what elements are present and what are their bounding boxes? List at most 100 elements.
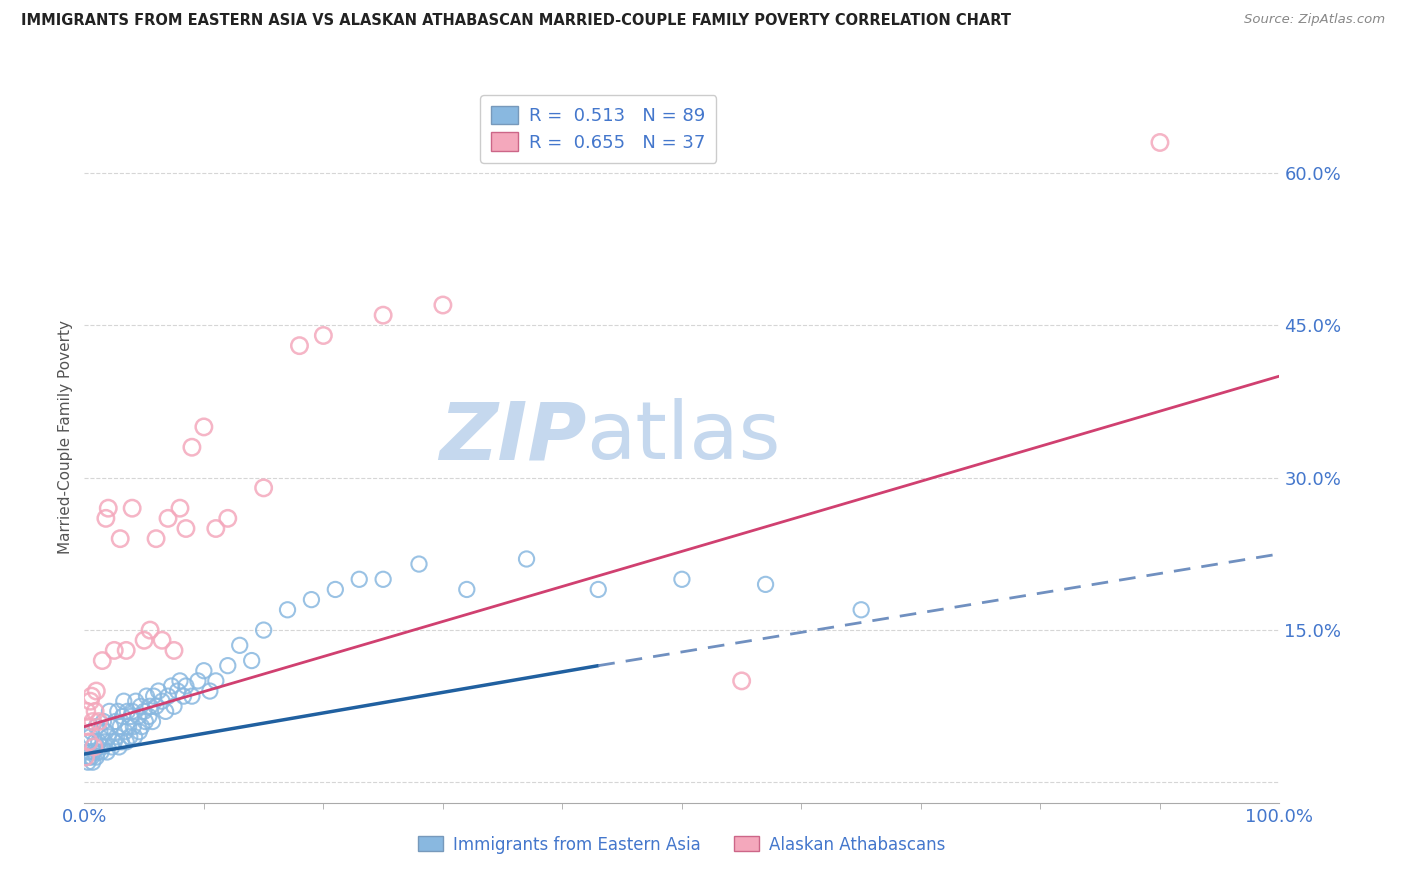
Point bbox=[87, 714, 110, 729]
Point bbox=[76, 705, 98, 719]
Point bbox=[84, 705, 107, 719]
Text: Source: ZipAtlas.com: Source: ZipAtlas.com bbox=[1244, 13, 1385, 27]
Point bbox=[86, 750, 108, 764]
Point bbox=[80, 724, 103, 739]
Point bbox=[851, 603, 873, 617]
Point bbox=[217, 658, 239, 673]
Point bbox=[77, 735, 100, 749]
Point bbox=[325, 582, 347, 597]
Point bbox=[516, 552, 538, 566]
Point bbox=[110, 532, 132, 546]
Point bbox=[114, 724, 136, 739]
Point bbox=[166, 684, 188, 698]
Point bbox=[173, 689, 195, 703]
Point bbox=[141, 714, 163, 729]
Point bbox=[110, 720, 132, 734]
Point bbox=[135, 689, 157, 703]
Point bbox=[138, 709, 160, 723]
Point bbox=[121, 705, 143, 719]
Point bbox=[103, 643, 125, 657]
Point bbox=[373, 308, 395, 322]
Point bbox=[174, 679, 197, 693]
Point bbox=[142, 689, 165, 703]
Point bbox=[456, 582, 478, 597]
Point bbox=[75, 750, 97, 764]
Point bbox=[77, 720, 100, 734]
Point bbox=[97, 730, 120, 744]
Legend: Immigrants from Eastern Asia, Alaskan Athabascans: Immigrants from Eastern Asia, Alaskan At… bbox=[412, 829, 952, 860]
Point bbox=[160, 679, 183, 693]
Point bbox=[198, 684, 221, 698]
Point bbox=[83, 745, 105, 759]
Point bbox=[94, 724, 117, 739]
Point bbox=[193, 664, 215, 678]
Point bbox=[671, 572, 693, 586]
Point bbox=[127, 709, 149, 723]
Point bbox=[432, 298, 454, 312]
Point bbox=[193, 420, 215, 434]
Point bbox=[174, 521, 197, 535]
Point bbox=[77, 750, 100, 764]
Point bbox=[79, 730, 101, 744]
Point bbox=[82, 755, 104, 769]
Point bbox=[129, 699, 152, 714]
Point bbox=[169, 501, 191, 516]
Point bbox=[117, 705, 139, 719]
Point bbox=[373, 572, 395, 586]
Point bbox=[131, 720, 153, 734]
Point bbox=[312, 328, 335, 343]
Point bbox=[90, 745, 112, 759]
Point bbox=[240, 654, 263, 668]
Point bbox=[132, 705, 156, 719]
Point bbox=[86, 720, 108, 734]
Point bbox=[163, 643, 186, 657]
Point bbox=[82, 714, 104, 729]
Point bbox=[80, 689, 103, 703]
Point bbox=[150, 694, 173, 708]
Text: IMMIGRANTS FROM EASTERN ASIA VS ALASKAN ATHABASCAN MARRIED-COUPLE FAMILY POVERTY: IMMIGRANTS FROM EASTERN ASIA VS ALASKAN … bbox=[21, 13, 1011, 29]
Point bbox=[157, 511, 180, 525]
Point bbox=[588, 582, 610, 597]
Point bbox=[731, 673, 754, 688]
Point bbox=[115, 643, 138, 657]
Point bbox=[253, 481, 276, 495]
Point bbox=[98, 705, 121, 719]
Point bbox=[157, 689, 180, 703]
Point bbox=[93, 735, 115, 749]
Text: ZIP: ZIP bbox=[439, 398, 586, 476]
Point bbox=[253, 623, 276, 637]
Point bbox=[120, 709, 142, 723]
Point bbox=[76, 745, 98, 759]
Point bbox=[100, 720, 122, 734]
Point bbox=[108, 739, 131, 754]
Point bbox=[145, 532, 167, 546]
Point bbox=[89, 724, 111, 739]
Point bbox=[91, 654, 114, 668]
Point bbox=[128, 724, 150, 739]
Point bbox=[93, 714, 115, 729]
Point bbox=[79, 694, 101, 708]
Point bbox=[229, 638, 252, 652]
Point bbox=[139, 699, 162, 714]
Point bbox=[755, 577, 778, 591]
Point bbox=[115, 735, 138, 749]
Point bbox=[84, 735, 107, 749]
Point bbox=[132, 633, 156, 648]
Point bbox=[117, 720, 139, 734]
Point bbox=[83, 739, 105, 754]
Point bbox=[155, 705, 177, 719]
Point bbox=[217, 511, 239, 525]
Point bbox=[77, 755, 100, 769]
Point bbox=[104, 714, 127, 729]
Point bbox=[122, 720, 145, 734]
Point bbox=[205, 673, 228, 688]
Point bbox=[124, 730, 146, 744]
Point bbox=[96, 745, 118, 759]
Point bbox=[118, 730, 141, 744]
Point bbox=[97, 501, 120, 516]
Point bbox=[110, 735, 132, 749]
Point bbox=[1149, 136, 1171, 150]
Point bbox=[91, 739, 114, 754]
Point bbox=[163, 699, 186, 714]
Point bbox=[86, 684, 108, 698]
